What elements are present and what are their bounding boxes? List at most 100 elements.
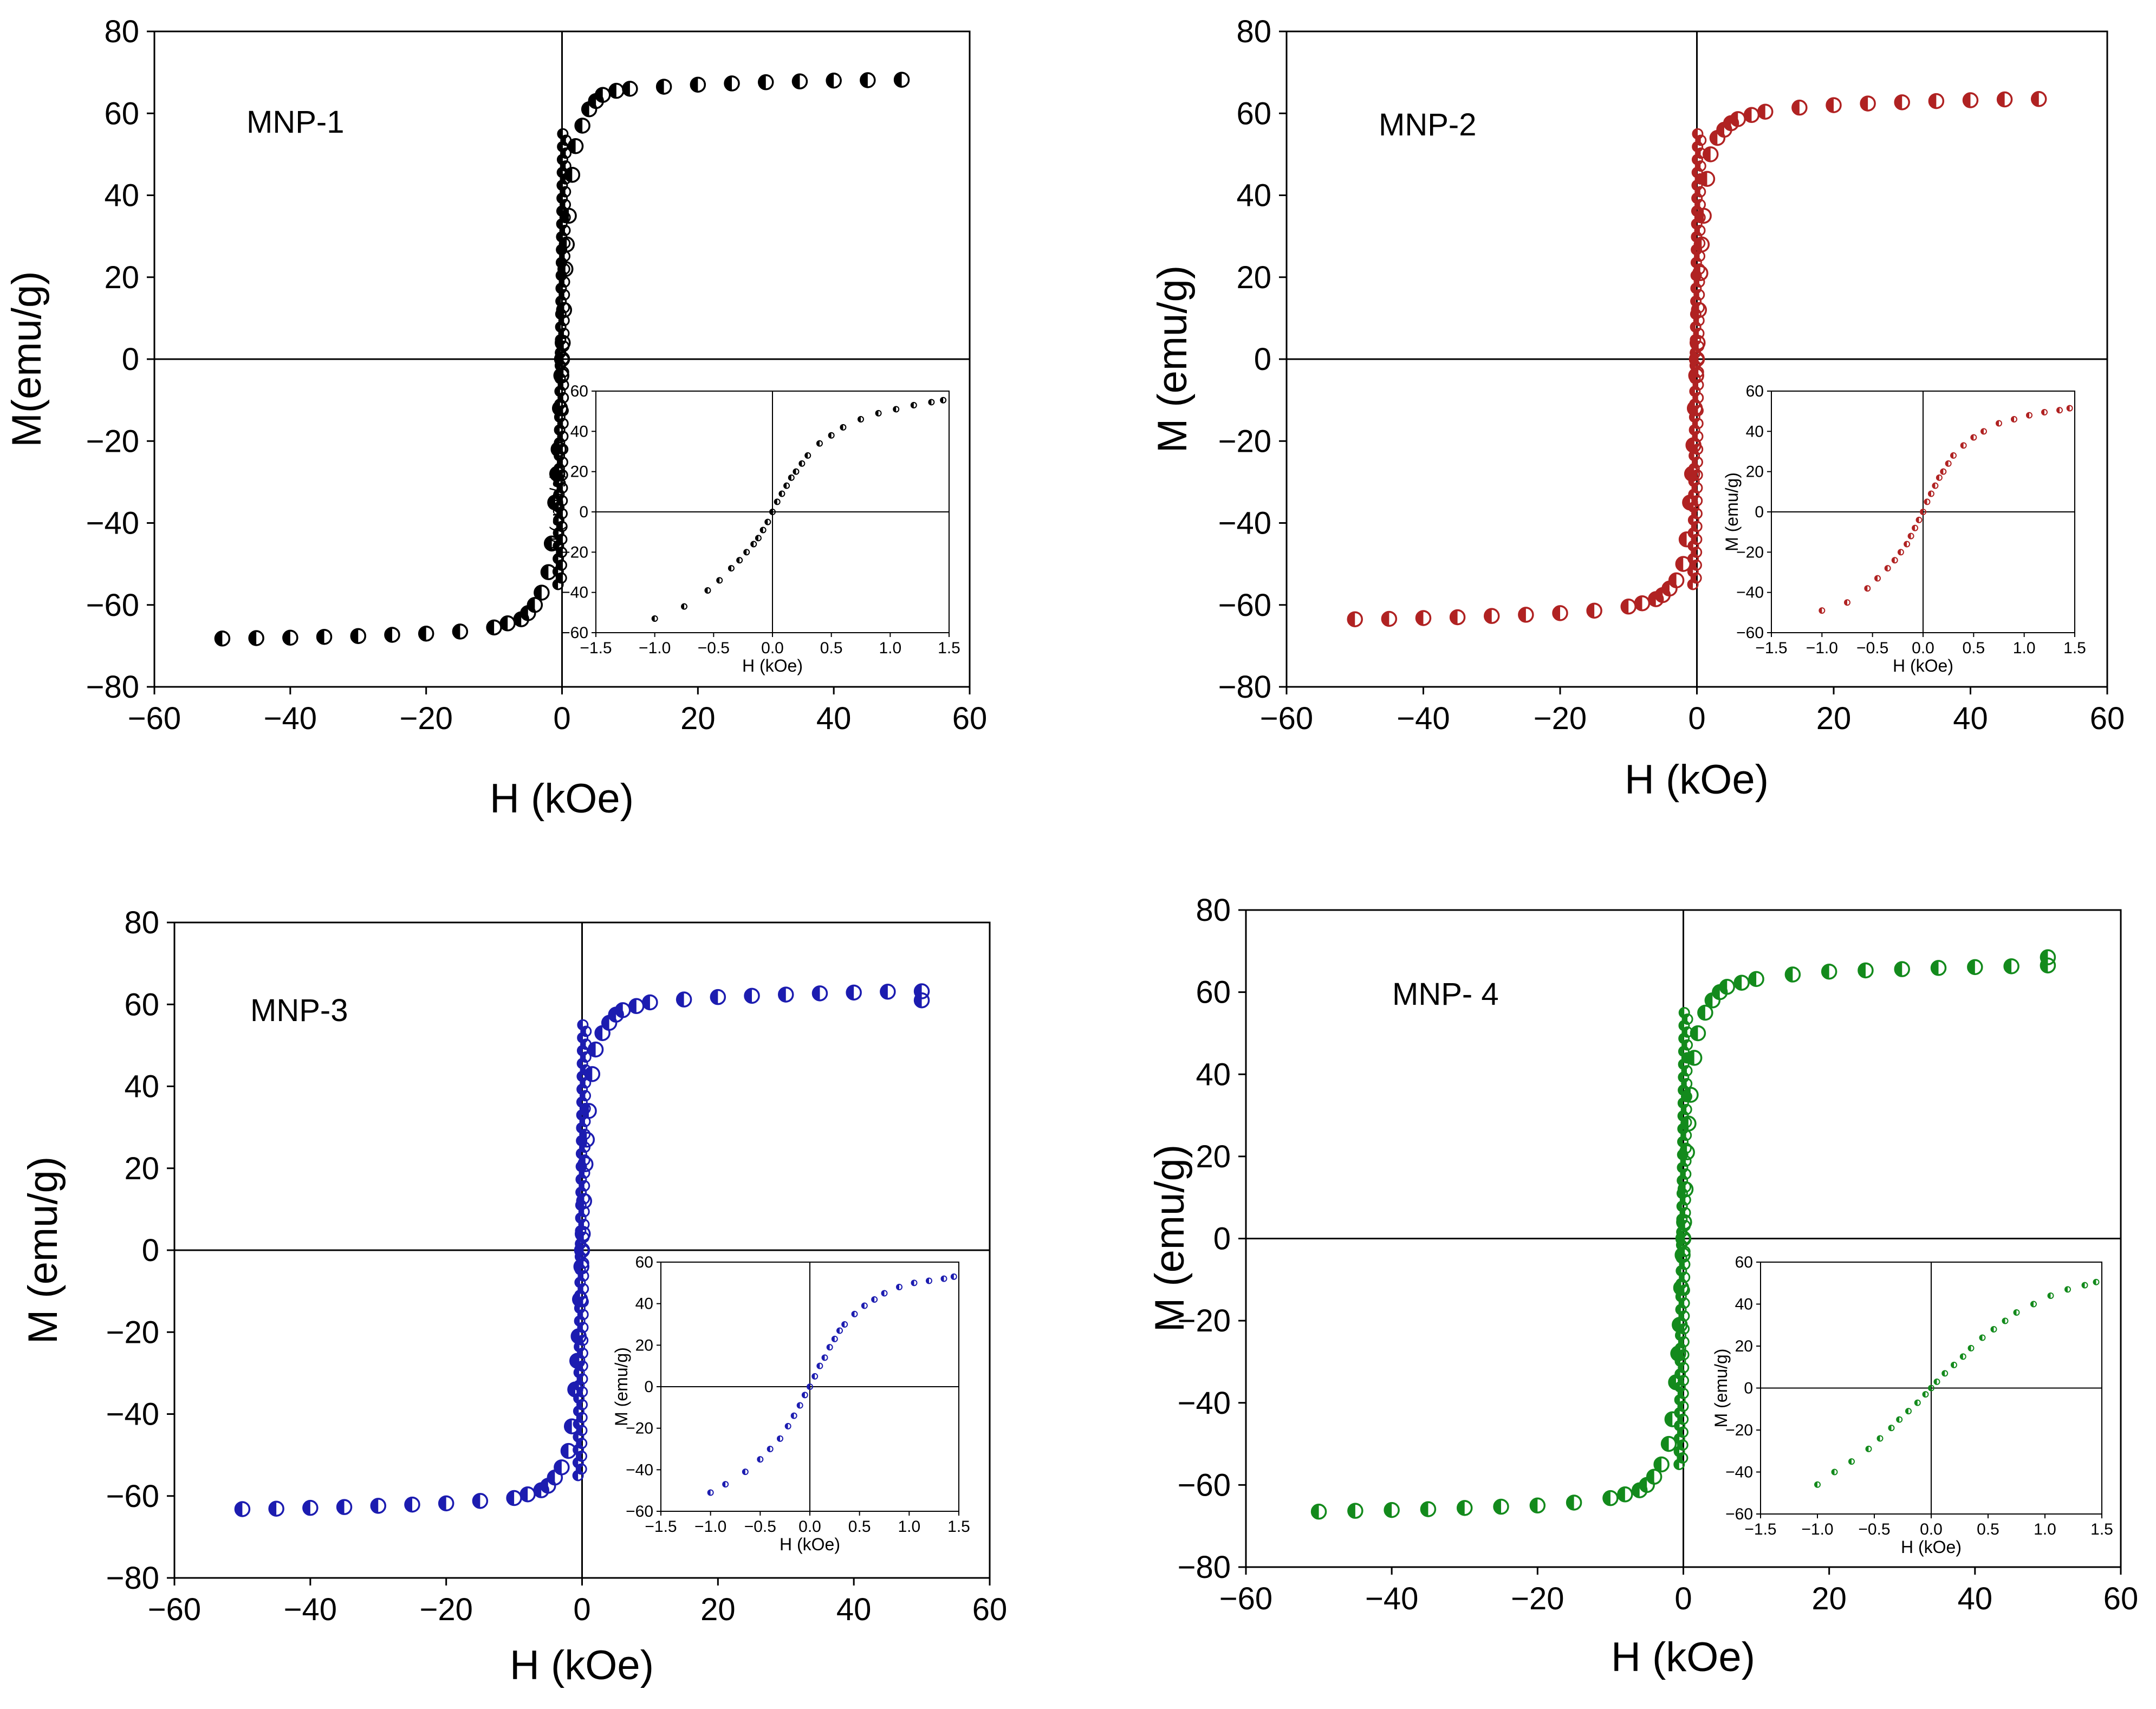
inset-data-point: [755, 535, 762, 542]
main-data-point: [214, 631, 231, 647]
inset-data-point: [767, 1446, 774, 1452]
inset-data-point: [911, 1279, 918, 1286]
main-data-point: [1679, 1144, 1695, 1161]
inset-x-tick-label: 0.5: [1977, 1520, 1999, 1538]
inset-x-tick-label: −1.0: [1806, 639, 1838, 657]
inset-y-tick-label: 0: [644, 1378, 653, 1396]
inset-data-point: [875, 410, 882, 417]
main-data-point: [540, 564, 557, 580]
inset-x-tick-label: 1.0: [898, 1518, 920, 1536]
inset-x-tick-label: 1.5: [2090, 1520, 2113, 1538]
inset-data-point: [1990, 1326, 1997, 1333]
inset-chart: −1.5 −1.0 −0.5 0.0 0.5 1.0 1.5 −60 −40 −20 0 20 40 60…: [547, 382, 960, 675]
main-data-point: [587, 1041, 604, 1058]
main-y-tick-label: 60: [1196, 975, 1231, 1010]
main-data-point: [1682, 494, 1698, 511]
inset-data-point: [2093, 1278, 2100, 1285]
main-x-tick-label: −60: [128, 701, 181, 736]
inset-y-tick-label: −40: [1725, 1464, 1753, 1481]
inset-data-point: [750, 541, 757, 548]
main-y-tick-label: −60: [1218, 588, 1271, 623]
main-y-tick-label: −40: [86, 506, 139, 541]
main-x-tick-label: 0: [553, 701, 570, 736]
main-y-tick-label: −60: [1178, 1467, 1231, 1503]
inset-data-point: [826, 1344, 833, 1351]
main-x-tick-label: −20: [1534, 701, 1587, 736]
main-data-point: [574, 1242, 590, 1258]
panel-mnp-3: −60 −40 −20 0 20 40 60−80−60−40−20020406080MNP…: [20, 905, 1007, 1688]
inset-data-points: [707, 1273, 957, 1496]
main-data-point: [1690, 335, 1706, 351]
main-y-tick-label: −80: [1218, 670, 1271, 705]
main-data-point: [1684, 466, 1700, 482]
main-y-tick-label: 20: [1236, 260, 1271, 295]
inset-y-tick-label: 40: [570, 423, 588, 440]
inset-data-point: [784, 1422, 791, 1429]
main-data-point: [554, 351, 570, 367]
inset-data-points: [651, 397, 947, 622]
inset-data-point: [2047, 1292, 2054, 1299]
main-data-point: [557, 261, 574, 277]
main-data-point: [551, 400, 568, 417]
inset-x-tick-label: −0.5: [1856, 639, 1888, 657]
inset-y-tick-label: 40: [635, 1295, 653, 1313]
main-data-point: [1672, 1316, 1688, 1333]
inset-data-point: [759, 527, 767, 534]
main-y-tick-label: −60: [86, 588, 139, 623]
main-data-point: [1730, 111, 1746, 127]
inset-data-point: [1933, 1378, 1940, 1385]
inset-data-point: [926, 1277, 932, 1284]
inset-data-point: [1940, 468, 1947, 475]
main-y-tick-label: −60: [106, 1479, 159, 1514]
y-axis-title: M (emu/g): [1147, 1145, 1193, 1332]
inset-data-point: [1884, 565, 1891, 572]
inset-y-tick-label: −20: [626, 1420, 653, 1438]
main-data-point: [1784, 966, 1801, 983]
inset-data-point: [821, 1354, 828, 1361]
inset-data-point: [793, 468, 800, 475]
main-data-point: [452, 623, 469, 640]
inset-x-tick-label: 0.5: [1962, 639, 1985, 657]
main-data-point: [1719, 979, 1735, 995]
main-data-point: [1743, 107, 1760, 124]
main-data-point: [567, 138, 584, 154]
main-data-point: [826, 73, 842, 89]
main-y-tick-label: 80: [104, 14, 139, 49]
main-data-point: [569, 1353, 586, 1369]
main-y-tick-label: 80: [1196, 893, 1231, 928]
inset-y-tick-label: 0: [1744, 1380, 1753, 1398]
main-data-point: [1678, 1007, 1690, 1019]
main-x-tick-label: 0: [1674, 1581, 1692, 1616]
inset-data-point: [1920, 509, 1926, 515]
inset-data-point: [769, 509, 776, 515]
main-y-tick-label: 0: [1213, 1221, 1231, 1257]
main-data-point: [1690, 1025, 1706, 1042]
inset-data-point: [950, 1273, 957, 1280]
inset-x-tick-label: 1.5: [2063, 639, 2086, 657]
main-x-tick-label: 20: [700, 1592, 736, 1627]
inset-data-point: [1959, 1353, 1966, 1360]
main-data-point: [581, 1103, 597, 1119]
inset-data-point: [1891, 557, 1898, 564]
inset-y-tick-label: 0: [579, 503, 588, 521]
main-data-point: [567, 1381, 583, 1398]
main-data-point: [302, 1499, 319, 1516]
inset-y-tick-label: −40: [626, 1461, 653, 1479]
inset-chart: −1.5 −1.0 −0.5 0.0 0.5 1.0 1.5 −60 −40 −20 0 20 40 60…: [1722, 382, 2086, 675]
inset-data-point: [764, 518, 771, 525]
main-data-point: [1696, 207, 1712, 224]
inset-data-point: [1876, 1435, 1884, 1442]
inset-data-point: [871, 1296, 878, 1303]
main-data-point: [880, 984, 896, 1000]
y-axis-title: M (emu/g): [1150, 265, 1196, 453]
main-data-point: [1703, 146, 1719, 163]
main-data-point: [1381, 610, 1398, 627]
main-data-point: [1457, 1500, 1473, 1516]
main-data-point: [549, 466, 566, 482]
inset-data-point: [2011, 416, 2017, 423]
inset-data-point: [841, 1321, 848, 1328]
inset-x-tick-label: −0.5: [744, 1518, 776, 1536]
inset-data-points: [1819, 405, 2073, 614]
main-data-point: [1691, 302, 1707, 318]
inset-data-point: [1922, 1391, 1929, 1398]
